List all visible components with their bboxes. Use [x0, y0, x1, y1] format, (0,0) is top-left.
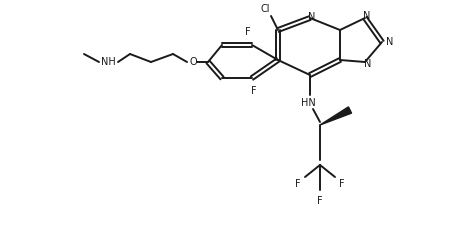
Text: N: N: [308, 12, 316, 22]
Text: N: N: [364, 59, 372, 69]
Polygon shape: [320, 107, 352, 125]
Text: N: N: [364, 11, 371, 21]
Text: Cl: Cl: [260, 4, 270, 14]
Text: F: F: [317, 196, 323, 206]
Text: N: N: [387, 37, 394, 47]
Text: F: F: [295, 179, 301, 189]
Text: F: F: [245, 27, 251, 37]
Text: F: F: [251, 86, 257, 96]
Text: NH: NH: [101, 57, 115, 67]
Text: HN: HN: [301, 98, 315, 108]
Text: O: O: [189, 57, 197, 67]
Text: F: F: [339, 179, 345, 189]
